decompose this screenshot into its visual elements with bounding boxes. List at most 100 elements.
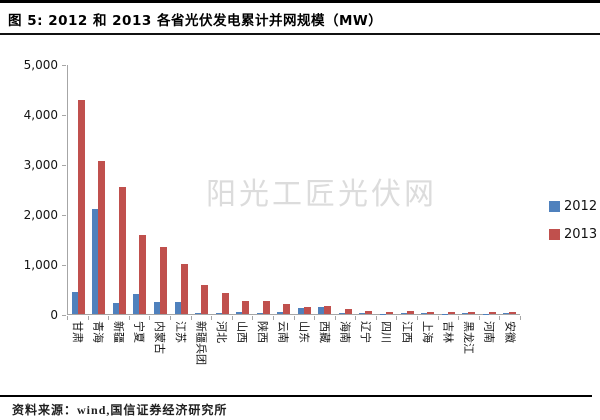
x-axis-tick-mark <box>272 316 274 320</box>
bar-2013-内蒙古 <box>159 246 167 314</box>
bar-2012-辽宁 <box>359 313 366 314</box>
x-axis-label: 四川 <box>379 321 393 343</box>
category-group <box>89 65 110 314</box>
bar-2013-辽宁 <box>365 311 373 314</box>
x-axis-label-slot: 甘肃 <box>67 321 88 393</box>
x-axis-label-slot: 辽宁 <box>355 321 376 393</box>
category-group <box>109 65 130 314</box>
x-axis-tick-mark <box>437 316 439 320</box>
category-group <box>315 65 336 314</box>
x-axis-tick-mark <box>108 316 110 320</box>
source-line: 资料来源：wind,国信证券经济研究所 <box>12 401 227 418</box>
x-axis-label: 甘肃 <box>70 321 84 343</box>
category-group <box>130 65 151 314</box>
bar-2013-河北 <box>221 292 229 314</box>
category-group <box>150 65 171 314</box>
category-group <box>191 65 212 314</box>
watermark: 阳光工匠光伏网 <box>206 177 437 212</box>
bar-2012-甘肃 <box>71 291 78 314</box>
x-axis-label-slot: 河北 <box>211 321 232 393</box>
x-axis-label-slot: 山东 <box>294 321 315 393</box>
x-axis-label-slot: 海南 <box>335 321 356 393</box>
bar-2013-黑龙江 <box>468 312 476 314</box>
x-axis-label-slot: 四川 <box>376 321 397 393</box>
x-axis-label: 山西 <box>235 321 249 343</box>
x-axis-label: 江西 <box>400 321 414 343</box>
bar-2013-西藏 <box>324 306 332 314</box>
bar-2013-四川 <box>385 312 393 314</box>
x-axis-label-slot: 陕西 <box>252 321 273 393</box>
category-group <box>253 65 274 314</box>
x-axis-label-slot: 河南 <box>479 321 500 393</box>
x-axis-label: 新疆兵团 <box>194 321 208 365</box>
x-axis-label-slot: 吉林 <box>438 321 459 393</box>
bar-2013-宁夏 <box>139 235 147 314</box>
x-axis-label: 吉林 <box>441 321 455 343</box>
footer-rule <box>0 395 592 397</box>
source-text: wind,国信证券经济研究所 <box>77 403 228 417</box>
bar-2013-上海 <box>427 311 435 314</box>
x-axis-label-slot: 新疆兵团 <box>191 321 212 393</box>
x-axis-label: 新疆 <box>111 321 125 343</box>
category-group <box>294 65 315 314</box>
y-axis-tick-mark <box>62 215 66 216</box>
bar-2013-新疆兵团 <box>201 285 209 314</box>
legend-swatch-2013-icon <box>549 229 560 240</box>
bar-2012-河南 <box>482 313 489 314</box>
x-axis-tick-mark <box>231 316 233 320</box>
x-axis-tick-mark <box>520 316 521 320</box>
x-axis-tick-mark <box>375 316 377 320</box>
x-axis-label-slot: 云南 <box>273 321 294 393</box>
bar-2013-江苏 <box>180 264 188 314</box>
x-axis-label: 海南 <box>338 321 352 343</box>
category-group <box>499 65 520 314</box>
bar-2012-上海 <box>421 312 428 314</box>
y-axis-tick-mark <box>62 165 66 166</box>
x-axis-tick-mark <box>128 316 130 320</box>
legend: 2012 2013 <box>549 199 597 255</box>
bar-2012-陕西 <box>256 312 263 314</box>
x-axis-label: 山东 <box>297 321 311 343</box>
bar-2012-西藏 <box>318 306 325 314</box>
x-axis-tick-mark <box>396 316 398 320</box>
bar-2013-河南 <box>488 312 496 314</box>
x-axis-label-slot: 新疆 <box>108 321 129 393</box>
bar-2013-山东 <box>303 307 311 314</box>
x-axis-labels: 甘肃 青海 新疆 宁夏 内蒙古 江苏 新疆兵团 河北 山西 陕西 云南 山东 西藏 海南 辽宁 四川 江西 上海吉… <box>67 321 520 393</box>
x-axis-label: 上海 <box>420 321 434 343</box>
bar-2013-吉林 <box>447 312 455 314</box>
x-axis-tick-mark <box>149 316 151 320</box>
x-axis-tick-mark <box>458 316 460 320</box>
x-axis-label-slot: 黑龙江 <box>458 321 479 393</box>
x-axis-tick-mark <box>314 316 316 320</box>
x-axis-tick-mark <box>67 316 68 320</box>
title-rule <box>0 33 600 35</box>
bar-2012-内蒙古 <box>153 301 160 314</box>
bar-2012-山东 <box>297 308 304 314</box>
x-axis-label: 西藏 <box>317 321 331 343</box>
legend-label-2012: 2012 <box>564 199 598 214</box>
x-axis-label-slot: 江西 <box>397 321 418 393</box>
category-group <box>356 65 377 314</box>
x-axis-label: 辽宁 <box>359 321 373 343</box>
bar-2013-山西 <box>242 300 250 314</box>
x-axis-label-slot: 安徽 <box>499 321 520 393</box>
x-axis-label-slot: 宁夏 <box>129 321 150 393</box>
bar-2013-海南 <box>344 309 352 314</box>
y-axis-tick-label: 4,000 <box>23 108 58 122</box>
x-axis-tick-mark <box>211 316 213 320</box>
x-axis-tick-mark <box>334 316 336 320</box>
x-axis-tick-mark <box>190 316 192 320</box>
plot-area <box>67 65 520 315</box>
bar-2013-江西 <box>406 311 414 314</box>
x-axis-label-slot: 内蒙古 <box>149 321 170 393</box>
x-axis-label-slot: 青海 <box>88 321 109 393</box>
bar-2012-宁夏 <box>133 294 140 314</box>
bar-2013-安徽 <box>509 311 517 314</box>
category-group <box>438 65 459 314</box>
y-axis-tick-mark <box>62 315 66 316</box>
source-label: 资料来源： <box>12 403 78 417</box>
bar-2012-青海 <box>92 209 99 314</box>
bar-2012-新疆兵团 <box>195 312 202 314</box>
x-axis-label: 河南 <box>482 321 496 343</box>
